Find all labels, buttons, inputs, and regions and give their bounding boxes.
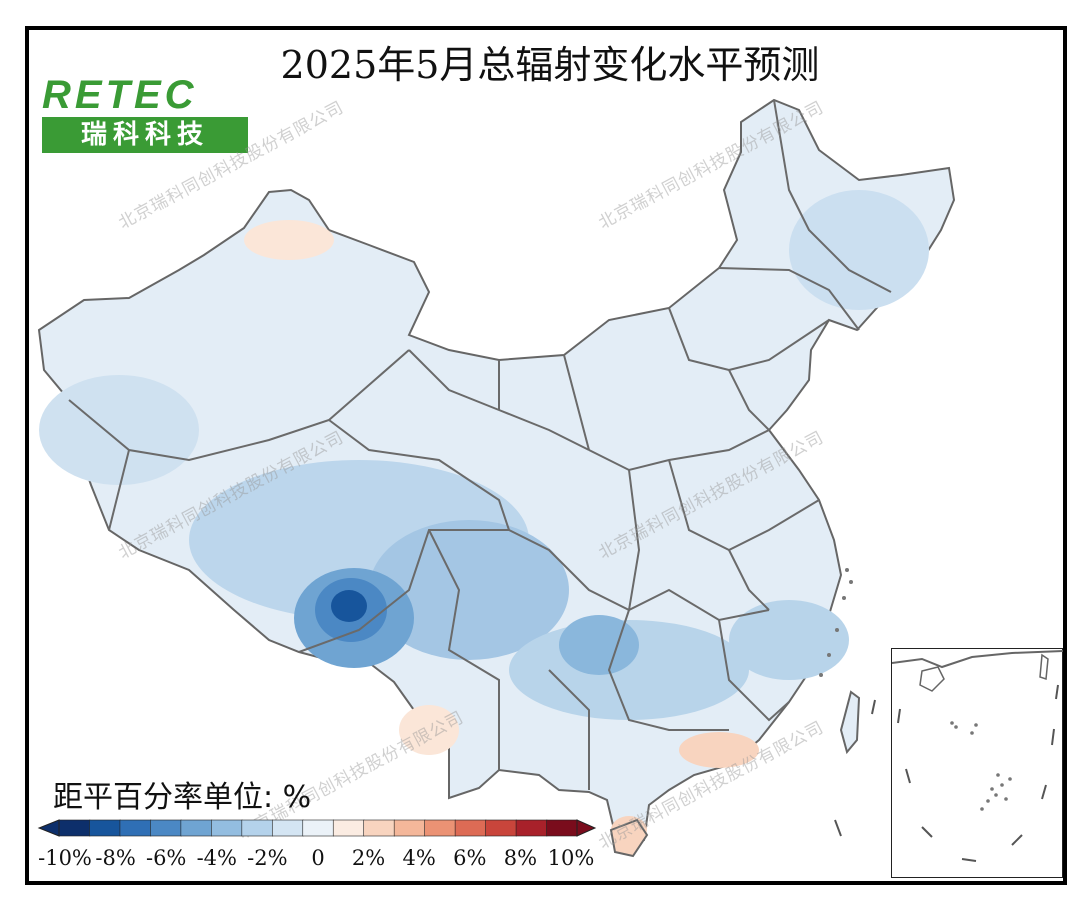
blue-field-west: [39, 375, 199, 485]
logo-subtitle: 瑞科科技: [42, 117, 248, 153]
logo-wordmark: RETEC: [42, 73, 198, 117]
colorbar-swatch: [302, 819, 335, 837]
dark-blue-patch-3: [331, 590, 367, 622]
colorbar-tick-label: 8%: [503, 846, 538, 870]
legend-unit-label: 距平百分率单位: %: [53, 780, 312, 815]
colorbar-swatch: [546, 819, 578, 837]
colorbar-tick-label: -4%: [196, 846, 238, 870]
colorbar-swatch: [180, 819, 213, 837]
orange-patch-yunnan: [399, 705, 459, 755]
colorbar-swatch: [363, 819, 395, 837]
colorbar-swatch: [89, 819, 121, 837]
colorbar-tick-label: -8%: [95, 846, 136, 870]
mid-blue-patch-guizhou: [559, 615, 639, 675]
page-title: 2025年5月总辐射变化水平预测: [280, 43, 820, 87]
colorbar-tick-label: -10%: [38, 846, 92, 870]
orange-patch-guangdong: [679, 732, 759, 768]
colorbar-swatch: [211, 819, 243, 837]
colorbar-swatch: [241, 819, 274, 837]
province-boundaries: [68, 99, 892, 790]
blue-field-sichuan: [369, 520, 569, 660]
colorbar-swatch: [271, 819, 304, 837]
colorbar-swatch: [454, 819, 487, 837]
inset-coast: [891, 650, 1063, 669]
colorbar-tick-label: 10%: [547, 846, 595, 870]
colorbar-max-arrow: [576, 819, 597, 837]
colorbar-tick-label: 2%: [351, 846, 386, 870]
coastal-islands: [819, 568, 853, 677]
inset-nine-dash-line: [897, 684, 1059, 862]
colorbar-swatch: [119, 819, 152, 837]
colorbar-swatch: [393, 819, 426, 837]
inset-taiwan: [1039, 653, 1049, 681]
inset-map: [891, 650, 1063, 862]
inset-islands: [950, 721, 1012, 811]
blue-field-east: [729, 600, 849, 680]
colorbar-tick-label: 0: [311, 846, 325, 870]
retec-logo: RETEC 瑞科科技: [42, 75, 252, 153]
colorbar-swatch: [58, 819, 91, 837]
colorbar-swatch: [150, 819, 182, 837]
colorbar-swatch: [424, 819, 456, 837]
china-radiation-map: [37, 98, 956, 858]
colorbar-tick-label: 4%: [402, 846, 436, 870]
colorbar-tick-label: -6%: [145, 846, 187, 870]
orange-patch-xinjiang: [244, 220, 334, 260]
colorbar-swatch: [332, 819, 365, 837]
inset-hainan: [919, 666, 945, 692]
map-frame: 2025年5月总辐射变化水平预测 RETEC 瑞科科技 北京瑞科同创科技股份有限…: [25, 26, 1067, 885]
colorbar: [37, 819, 597, 837]
colorbar-tick-label: 6%: [453, 846, 487, 870]
blue-field-northeast: [789, 190, 929, 310]
colorbar-swatch: [485, 819, 517, 837]
south-china-sea-inset: [891, 648, 1063, 878]
taiwan: [839, 690, 861, 755]
colorbar-tick-label: -2%: [247, 846, 288, 870]
hainan: [609, 818, 649, 858]
dash-line-pieces: [834, 699, 876, 837]
colorbar-swatch: [515, 819, 548, 837]
colorbar-min-arrow: [37, 819, 60, 837]
